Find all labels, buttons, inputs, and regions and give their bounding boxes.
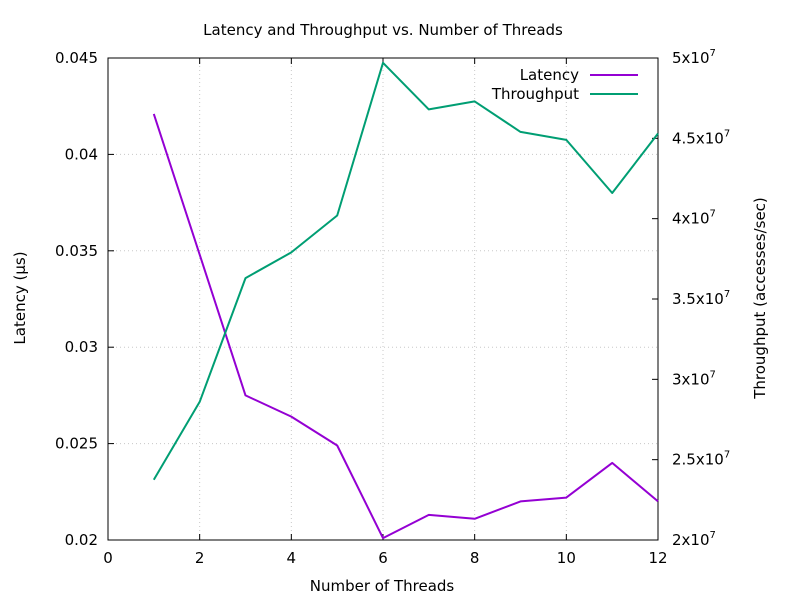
series-line-latency: [152, 113, 659, 540]
x-tick-label: 8: [470, 549, 480, 567]
y-axis-right-label: Throughput (accesses/sec): [751, 197, 769, 400]
x-tick-label: 0: [103, 549, 113, 567]
axis-ticks: 0 2 4 6 8 10 12 0.02 0.025 0.03 0.035 0.04 0.045 2x10…: [55, 48, 730, 567]
x-axis-label: Number of Threads: [310, 577, 455, 595]
y-left-tick-label: 0.02: [65, 531, 98, 549]
y-left-tick-label: 0.03: [65, 338, 98, 356]
y-right-tick-label: 4x107: [672, 209, 716, 228]
y-right-tick-label: 3.5x107: [672, 289, 730, 308]
y-axis-left-label: Latency (μs): [11, 251, 29, 344]
x-tick-label: 4: [287, 549, 297, 567]
y-right-tick-label: 2.5x107: [672, 450, 730, 469]
series-line-throughput: [152, 61, 659, 481]
legend: Latency Throughput: [491, 66, 638, 103]
x-tick-label: 12: [648, 549, 667, 567]
x-tick-label: 2: [195, 549, 205, 567]
x-tick-label: 10: [557, 549, 576, 567]
x-tick-label: 6: [378, 549, 388, 567]
series-lines: [152, 61, 659, 540]
y-right-tick-label: 5x107: [672, 48, 716, 67]
legend-label-latency: Latency: [520, 66, 579, 84]
y-left-tick-label: 0.04: [65, 145, 98, 163]
legend-label-throughput: Throughput: [491, 85, 579, 103]
y-right-tick-label: 2x107: [672, 530, 716, 549]
chart-title: Latency and Throughput vs. Number of Thr…: [203, 21, 563, 39]
y-left-tick-label: 0.025: [55, 435, 98, 453]
y-left-tick-label: 0.035: [55, 242, 98, 260]
y-right-tick-label: 4.5x107: [672, 128, 730, 147]
y-right-tick-label: 3x107: [672, 369, 716, 388]
y-left-tick-label: 0.045: [55, 49, 98, 67]
grid: [108, 58, 658, 540]
